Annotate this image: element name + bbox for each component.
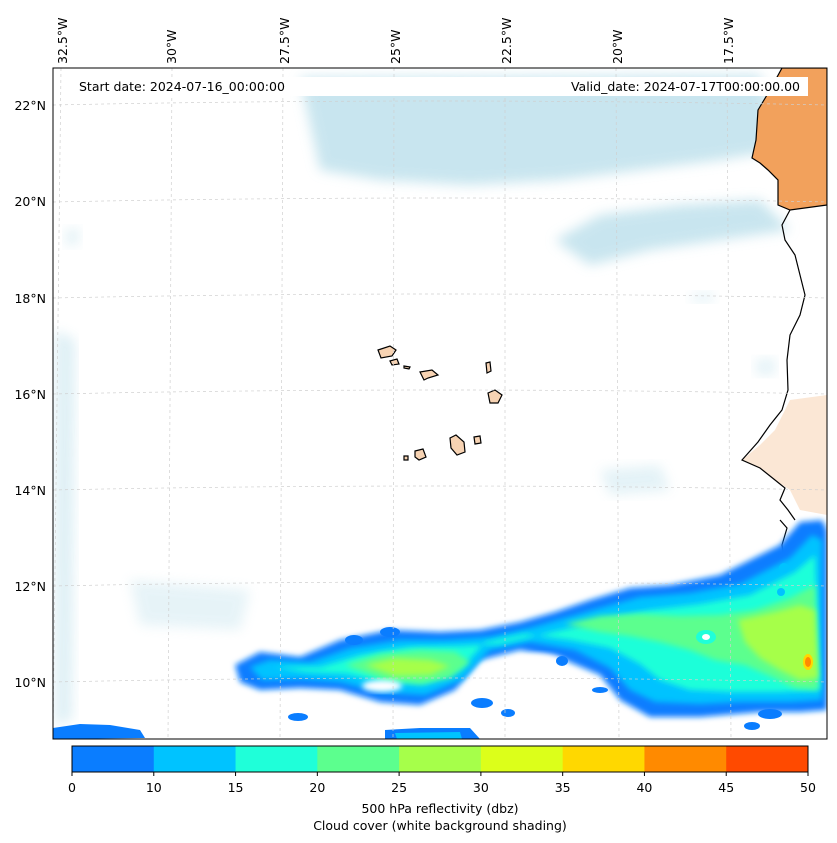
colorbar-tick-label: 15: [228, 780, 244, 795]
lat-label: 14°N: [14, 483, 46, 498]
colorbar-tick-label: 30: [473, 780, 489, 795]
lon-label: 30°W: [164, 29, 179, 64]
lon-label: 25°W: [388, 29, 403, 64]
colorbar-cell: [317, 746, 400, 772]
lon-axis-labels: 32.5°W 30°W 27.5°W 25°W 22.5°W 20°W 17.5…: [55, 18, 736, 64]
colorbar: 0 10 15 20 25 30 35 40 45 50 500 hPa reflectivity…: [68, 745, 816, 833]
lat-label: 10°N: [14, 675, 46, 690]
lat-label: 22°N: [14, 98, 46, 113]
colorbar-tick-label: 45: [718, 780, 734, 795]
lat-label: 18°N: [14, 291, 46, 306]
colorbar-tick-label: 35: [555, 780, 571, 795]
lat-label: 16°N: [14, 387, 46, 402]
valid-date-label: Valid_date: 2024-07-17T00:00:00.00: [571, 79, 800, 94]
start-date-label: Start date: 2024-07-16_00:00:00: [79, 79, 285, 94]
colorbar-tick-label: 20: [309, 780, 325, 795]
header-strip: [74, 77, 808, 96]
colorbar-tick-label: 10: [146, 780, 162, 795]
colorbar-tick-label: 0: [68, 780, 76, 795]
lat-axis-labels: 22°N 20°N 18°N 16°N 14°N 12°N 10°N: [14, 98, 46, 690]
lat-label: 12°N: [14, 579, 46, 594]
colorbar-cell: [153, 746, 237, 772]
lon-label: 22.5°W: [499, 18, 514, 64]
reflectivity-band: [53, 520, 827, 739]
lat-label: 20°N: [14, 194, 46, 209]
colorbar-tick-label: 40: [636, 780, 652, 795]
map-frame: [52, 67, 828, 740]
colorbar-tick-label: 50: [800, 780, 816, 795]
lon-label: 27.5°W: [277, 18, 292, 64]
colorbar-tick-label: 25: [391, 780, 407, 795]
gridlines: [53, 68, 827, 739]
lon-label: 17.5°W: [721, 18, 736, 64]
colorbar-cell: [235, 746, 318, 772]
colorbar-sublabel: Cloud cover (white background shading): [313, 818, 567, 833]
cape-verde-islands: [377, 345, 503, 461]
map-content: [53, 68, 827, 739]
colorbar-label: 500 hPa reflectivity (dbz): [361, 801, 518, 816]
colorbar-cell: [399, 746, 482, 772]
colorbar-cell: [726, 746, 809, 772]
africa-coast-land: [741, 68, 827, 591]
colorbar-cell: [480, 746, 564, 772]
colorbar-frame: [71, 745, 809, 773]
colorbar-cell: [562, 746, 645, 772]
colorbar-cell: [644, 746, 727, 772]
colorbar-cell: [72, 746, 155, 772]
lon-label: 32.5°W: [55, 18, 70, 64]
lon-label: 20°W: [610, 29, 625, 64]
